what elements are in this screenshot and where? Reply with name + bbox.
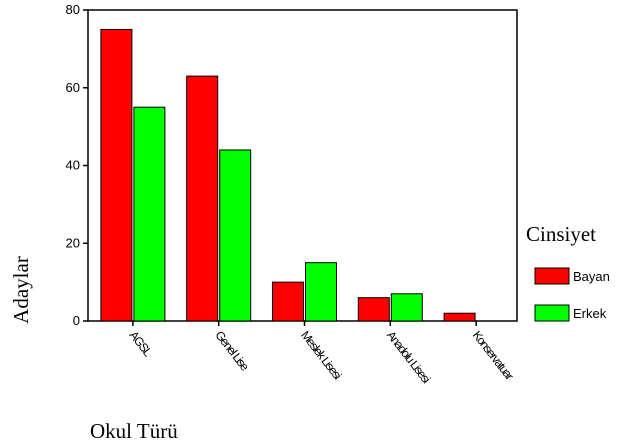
bars-group: [100, 28, 476, 322]
x-tick-label: Anadolu Lisesi: [384, 328, 433, 385]
bar-bayan: [272, 281, 304, 322]
legend-label-bayan: Bayan: [573, 269, 610, 284]
y-axis-title: Adaylar: [9, 256, 33, 324]
legend-swatch-erkek: [534, 304, 570, 322]
bar-erkek: [133, 106, 166, 322]
x-tick-label: Konservatuar: [470, 328, 517, 382]
y-tick-label: 40: [66, 158, 80, 173]
legend-title: Cinsiyet: [526, 222, 596, 246]
bar-erkek: [219, 149, 252, 322]
y-tick-label: 80: [66, 2, 80, 17]
y-tick-label: 0: [73, 313, 80, 328]
x-tick-label: Meslek Lisesi: [298, 328, 344, 382]
bar-bayan: [357, 297, 390, 322]
bar-erkek: [390, 293, 423, 322]
x-axis-title: Okul Türü: [90, 419, 178, 443]
x-axis: AGSL Genel Lise Meslek Lisesi Anadolu Lises…: [127, 321, 517, 386]
x-tick-label: Genel Lise: [212, 328, 252, 374]
bar-bayan: [186, 75, 219, 322]
bar-bayan: [100, 28, 133, 322]
y-tick-label: 60: [66, 80, 80, 95]
legend-swatch-bayan: [534, 267, 570, 285]
y-tick-label: 20: [66, 235, 80, 250]
bar-erkek: [305, 262, 337, 322]
y-axis: 0 20 40 60 80: [66, 2, 88, 328]
legend-label-erkek: Erkek: [573, 306, 607, 321]
legend: Cinsiyet Bayan Erkek: [526, 222, 610, 322]
bar-bayan: [443, 312, 476, 322]
x-tick-label: AGSL: [127, 328, 156, 359]
